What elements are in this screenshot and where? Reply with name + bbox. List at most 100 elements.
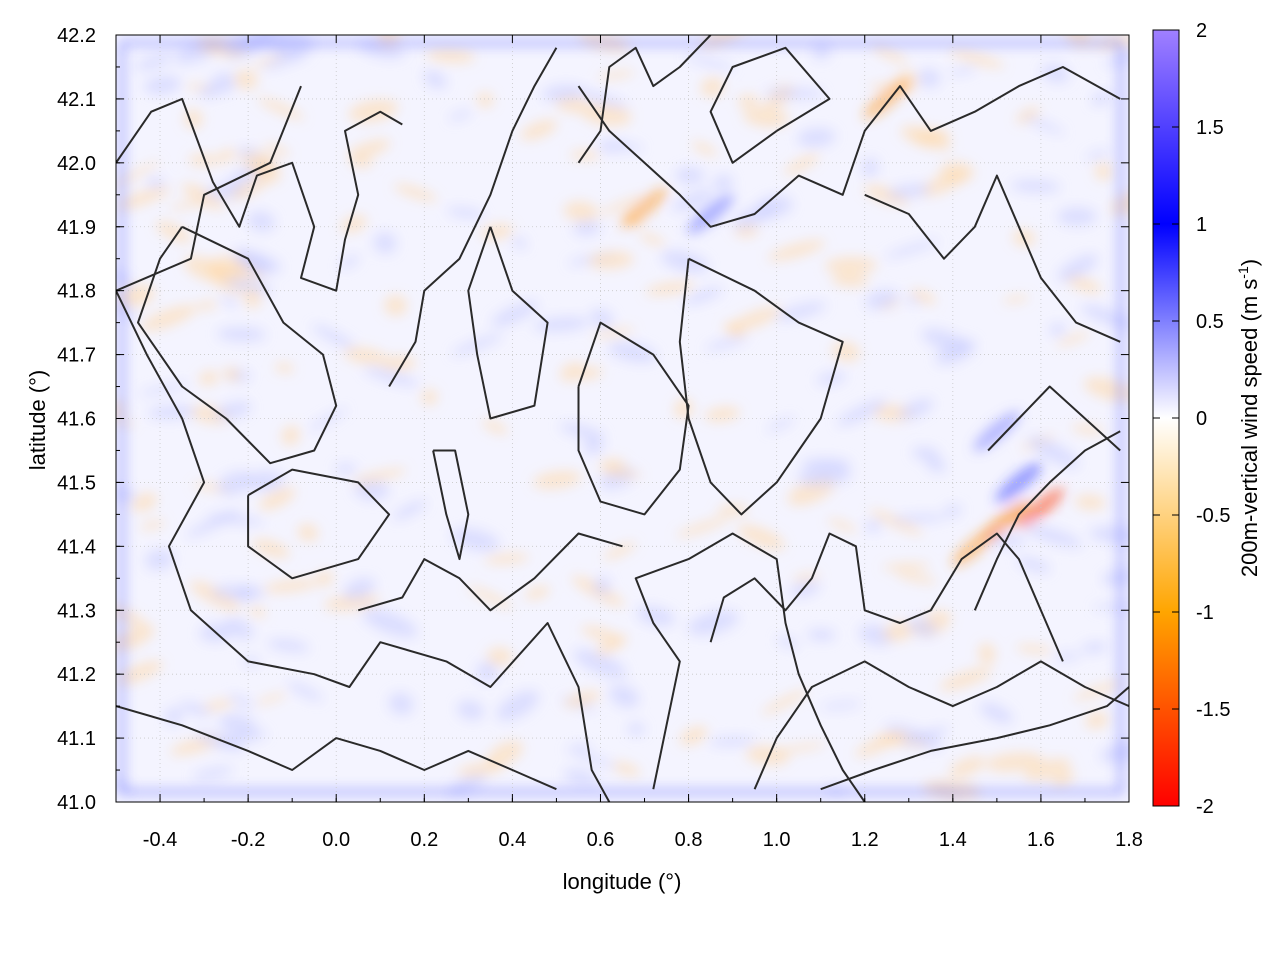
heatmap-patch xyxy=(281,425,300,446)
heatmap-patch xyxy=(949,756,986,777)
heatmap-patch xyxy=(914,129,950,143)
heatmap-patch xyxy=(267,639,310,652)
heatmap-patch xyxy=(636,606,675,627)
heatmap-patch xyxy=(863,184,909,206)
heatmap-patch xyxy=(213,148,237,164)
heatmap-patch xyxy=(343,347,388,365)
x-axis-label: longitude (°) xyxy=(563,869,682,894)
heatmap-patch xyxy=(871,45,908,64)
y-tick-label: 41.2 xyxy=(57,664,96,686)
heatmap-patch xyxy=(451,528,500,552)
heatmap-patch xyxy=(1073,680,1123,701)
heatmap-patch xyxy=(777,742,826,753)
heatmap-patch xyxy=(1056,331,1091,347)
heatmap-patch xyxy=(573,88,629,109)
heatmap-patch xyxy=(192,766,234,780)
heatmap-patch xyxy=(761,689,809,715)
x-tick-label: 1.2 xyxy=(851,829,879,851)
heatmap-patch xyxy=(672,188,714,212)
heatmap-patch xyxy=(354,478,389,501)
heatmap-patch xyxy=(423,70,447,89)
heatmap-patch xyxy=(257,97,304,120)
contour-line xyxy=(973,430,1121,611)
heatmap-patch xyxy=(520,119,558,141)
heatmap-patch xyxy=(979,702,1013,724)
y-tick-label: 41.6 xyxy=(57,409,96,431)
heatmap-patch xyxy=(214,401,252,420)
heatmap-patch xyxy=(902,727,949,746)
heatmap-patch xyxy=(727,306,782,333)
grid-lines xyxy=(116,34,1130,803)
heatmap-patch xyxy=(135,54,173,71)
colorbar-tick-label: -2 xyxy=(1196,796,1214,818)
heatmap-patch xyxy=(713,174,733,192)
heatmap-patch xyxy=(169,200,208,210)
heatmap-patch xyxy=(675,166,705,185)
heatmap-patch xyxy=(525,585,550,600)
heatmap-patch xyxy=(308,408,347,431)
heatmap-patch xyxy=(590,308,614,328)
contour-line xyxy=(247,468,391,580)
heatmap-patch xyxy=(1074,494,1106,510)
heatmap-patch xyxy=(768,240,826,261)
heatmap-patch xyxy=(532,470,582,489)
heatmap-patch xyxy=(237,147,259,158)
y-tick-label: 41.4 xyxy=(57,536,96,558)
contour-line xyxy=(357,532,623,612)
heatmap-patch xyxy=(457,700,485,720)
heatmap-patch xyxy=(588,251,634,270)
heatmap-patch xyxy=(1016,107,1040,124)
heatmap-patch xyxy=(1028,436,1079,468)
heatmap-patch xyxy=(708,736,756,747)
heatmap-patch xyxy=(1085,711,1109,729)
heatmap-patch xyxy=(882,562,931,571)
heatmap-patch xyxy=(347,139,391,160)
heatmap-patch xyxy=(564,690,601,708)
contour-line xyxy=(116,85,611,802)
heatmap-patch xyxy=(907,617,937,637)
heatmap-patch xyxy=(480,223,514,240)
heatmap-patch xyxy=(864,520,882,532)
heatmap-patch xyxy=(476,661,498,682)
contour-line xyxy=(577,321,690,516)
contour-line xyxy=(678,257,844,516)
heatmap-patch xyxy=(265,143,290,157)
y-tick-label: 41.5 xyxy=(57,472,96,494)
colorbar: -2 -1.5 -1 -0.5 0 0.5 1 1.5 2 200m-vertical wind… xyxy=(1152,20,1262,818)
heatmap-patch xyxy=(1102,570,1129,586)
heatmap-patch xyxy=(373,232,397,254)
heatmap-patch xyxy=(797,465,852,487)
heatmap-patch xyxy=(393,183,438,202)
x-tick-label: 1.8 xyxy=(1115,829,1143,851)
heatmap-patch xyxy=(340,215,367,233)
heatmap-patch xyxy=(807,628,836,641)
heatmap-patch xyxy=(484,553,530,565)
heatmap-patch xyxy=(363,367,419,387)
heatmap-patch xyxy=(482,419,508,435)
y-tick-label: 41.7 xyxy=(57,345,96,367)
heatmap-patch xyxy=(675,517,730,538)
heatmap-patch xyxy=(384,295,408,316)
colorbar-tick-label: 1.5 xyxy=(1196,117,1224,139)
heatmap-patch xyxy=(737,94,759,109)
heatmap-patch xyxy=(812,42,831,60)
heatmap-patch xyxy=(189,581,241,612)
heatmap-patch xyxy=(784,153,820,175)
heatmap-patch xyxy=(249,605,266,618)
heatmap-patch xyxy=(612,761,641,776)
heatmap-patch xyxy=(743,107,790,128)
heatmap-patch xyxy=(903,296,922,305)
heatmap-patch xyxy=(565,748,619,769)
heatmap-patch xyxy=(603,542,637,560)
y-tick-label: 42.1 xyxy=(57,89,96,111)
heatmap-patch xyxy=(593,576,611,596)
heatmap-patch xyxy=(756,195,793,218)
heatmap-patch xyxy=(820,701,862,710)
heatmap-patch xyxy=(541,84,583,102)
heatmap-patch xyxy=(660,250,709,273)
x-tick-label: 0.0 xyxy=(322,829,350,851)
heatmap-patch xyxy=(627,722,645,736)
heatmap-patch xyxy=(220,296,239,307)
heatmap-patch xyxy=(1041,63,1070,83)
x-axis: -0.4 -0.2 0.0 0.2 0.4 0.6 0.8 1.0 1.2 1.4 1.6 1.8 xyxy=(115,35,1143,851)
